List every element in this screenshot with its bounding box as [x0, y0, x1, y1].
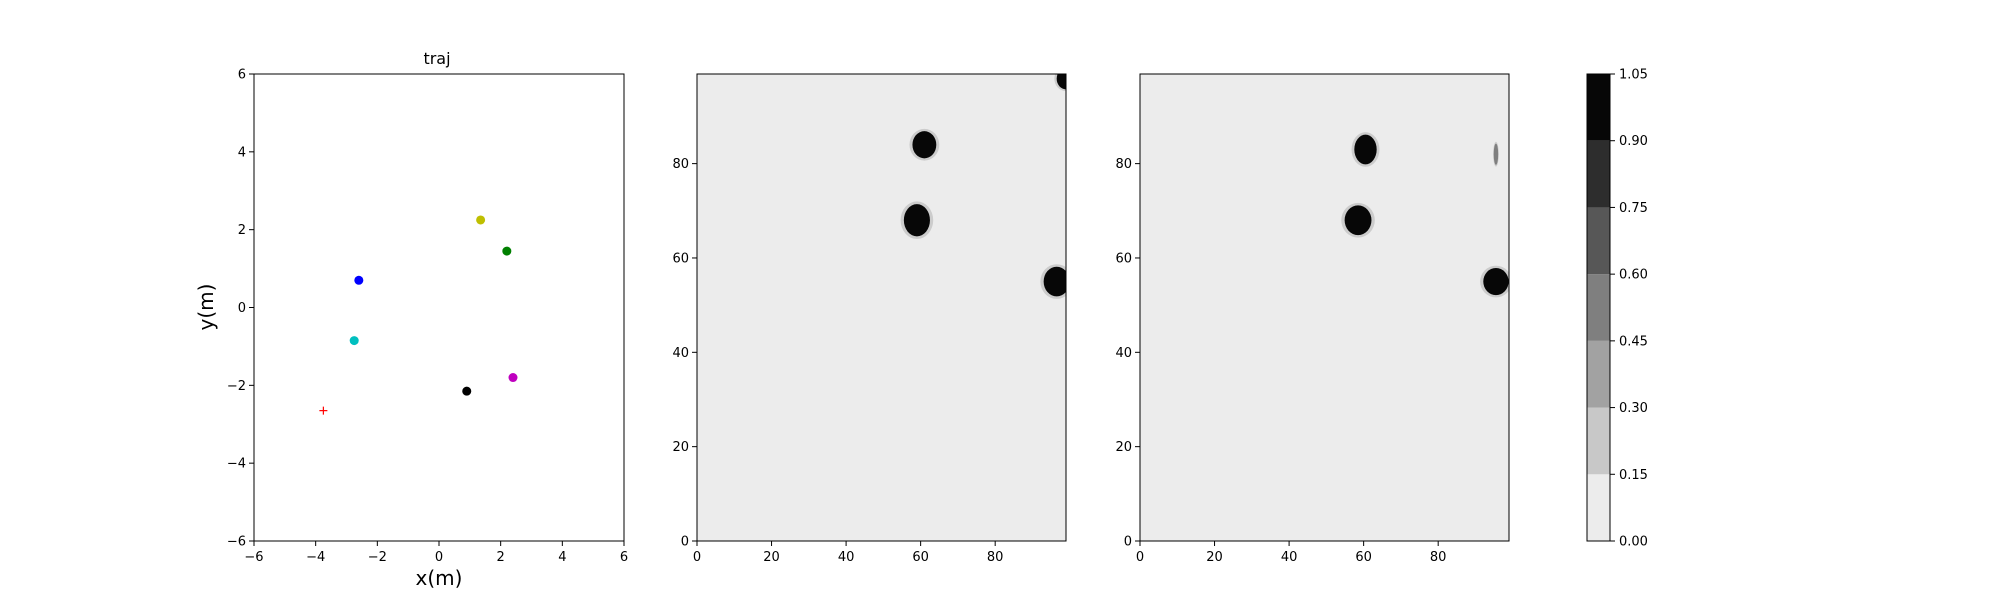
- x-tick-label: 60: [1355, 550, 1372, 565]
- y-tick-label: 60: [1115, 251, 1132, 266]
- colorbar-tick-label: 0.30: [1619, 401, 1648, 416]
- heatmap-1-image: [697, 74, 1066, 541]
- heatmap-1-blob-3: [1043, 266, 1066, 297]
- x-tick-label: 80: [1430, 550, 1447, 565]
- heatmap-1-blob-2: [903, 204, 930, 237]
- x-tick-label: 2: [497, 550, 505, 565]
- y-tick-label: 4: [238, 145, 246, 160]
- y-tick-label: 40: [672, 346, 689, 361]
- heatmap-1-blob-1: [912, 131, 937, 159]
- y-tick-label: 40: [1115, 346, 1132, 361]
- colorbar: 0.00 0.15 0.30 0.45 0.60 0.75 0.90 1.05: [1586, 68, 1648, 550]
- trajectory-y-label: y(m): [194, 284, 218, 331]
- colorbar-band-3: [1587, 340, 1610, 408]
- x-tick-label: 80: [987, 550, 1004, 565]
- y-tick-label: 20: [672, 440, 689, 455]
- x-tick-label: 4: [558, 550, 566, 565]
- x-tick-label: 40: [1281, 550, 1298, 565]
- trajectory-point-3: [354, 275, 364, 285]
- y-tick-label: 0: [238, 301, 246, 316]
- trajectory-title: traj: [423, 49, 450, 68]
- colorbar-tick-label: 0.00: [1619, 535, 1648, 550]
- x-tick-label: 0: [693, 550, 701, 565]
- x-tick-label: 0: [1136, 550, 1144, 565]
- heatmap-2-blob-3: [1493, 143, 1499, 165]
- x-tick-label: −2: [368, 550, 387, 565]
- heatmap-2: 0 20 40 60 80 0 20 40 60 80: [1115, 73, 1510, 565]
- heatmap-2-cells: [1140, 74, 1509, 541]
- colorbar-band-1: [1587, 474, 1610, 541]
- colorbar-band-2: [1587, 407, 1610, 475]
- x-tick-label: 20: [763, 550, 780, 565]
- heatmap-1: 0 20 40 60 80 0 20 40 60 80: [672, 73, 1067, 565]
- heatmap-1-cells: [697, 74, 1066, 541]
- colorbar-band-4: [1587, 274, 1610, 341]
- y-tick-label: 6: [238, 68, 246, 83]
- trajectory-point-2: [502, 246, 512, 256]
- x-tick-label: 0: [435, 550, 443, 565]
- colorbar-band-5: [1587, 207, 1610, 275]
- y-tick-label: 0: [681, 535, 689, 550]
- colorbar-tick-label: 0.60: [1619, 268, 1648, 283]
- heatmap-2-image: [1140, 74, 1509, 541]
- colorbar-band-7: [1587, 74, 1610, 141]
- trajectory-goal-marker: [319, 406, 328, 415]
- colorbar-bands: [1587, 74, 1610, 541]
- heatmap-2-blob-1: [1354, 134, 1377, 165]
- trajectory-points: [319, 215, 518, 415]
- colorbar-tick-label: 0.45: [1619, 334, 1648, 349]
- y-tick-label: 20: [1115, 440, 1132, 455]
- heatmap-2-x-ticks: 0 20 40 60 80: [1136, 541, 1447, 565]
- heatmap-1-y-ticks: 0 20 40 60 80: [672, 157, 697, 550]
- x-tick-label: 20: [1206, 550, 1223, 565]
- trajectory-x-ticks: −6 −4 −2 0 2 4 6: [244, 541, 628, 565]
- y-tick-label: 80: [672, 157, 689, 172]
- colorbar-tick-label: 1.05: [1619, 68, 1648, 83]
- heatmap-2-background: [1140, 74, 1509, 541]
- colorbar-ticks: 0.00 0.15 0.30 0.45 0.60 0.75 0.90 1.05: [1610, 68, 1648, 550]
- colorbar-tick-label: 0.90: [1619, 134, 1648, 149]
- y-tick-label: 80: [1115, 157, 1132, 172]
- colorbar-tick-label: 0.15: [1619, 468, 1648, 483]
- trajectory-point-1: [476, 215, 486, 225]
- y-tick-label: −4: [227, 457, 246, 472]
- heatmap-2-blob-2: [1344, 205, 1372, 236]
- trajectory-point-5: [508, 373, 518, 383]
- trajectory-point-4: [349, 336, 359, 346]
- heatmap-2-axes-frame: [1139, 73, 1510, 542]
- heatmap-1-x-ticks: 0 20 40 60 80: [693, 541, 1004, 565]
- trajectory-x-label: x(m): [416, 566, 463, 590]
- y-tick-label: 2: [238, 223, 246, 238]
- x-tick-label: 60: [912, 550, 929, 565]
- trajectory-point-6: [462, 386, 472, 396]
- trajectory-plot: traj −6 −4 −2 0 2 4 6 −6 −4 −2 0 2 4 6 x(m) y(m): [194, 49, 628, 590]
- y-tick-label: −6: [227, 535, 246, 550]
- y-tick-label: 0: [1124, 535, 1132, 550]
- heatmap-1-blob-4: [1056, 74, 1066, 90]
- heatmap-2-blob-4: [1483, 267, 1509, 296]
- heatmap-1-axes-frame: [696, 73, 1067, 542]
- colorbar-frame: [1586, 73, 1611, 542]
- trajectory-y-ticks: −6 −4 −2 0 2 4 6: [227, 68, 254, 550]
- y-tick-label: 60: [672, 251, 689, 266]
- heatmap-2-y-ticks: 0 20 40 60 80: [1115, 157, 1140, 550]
- heatmap-1-background: [697, 74, 1066, 541]
- y-tick-label: −2: [227, 379, 246, 394]
- colorbar-band-6: [1587, 140, 1610, 208]
- x-tick-label: −6: [244, 550, 263, 565]
- colorbar-tick-label: 0.75: [1619, 201, 1648, 216]
- x-tick-label: −4: [306, 550, 325, 565]
- x-tick-label: 6: [620, 550, 628, 565]
- x-tick-label: 40: [838, 550, 855, 565]
